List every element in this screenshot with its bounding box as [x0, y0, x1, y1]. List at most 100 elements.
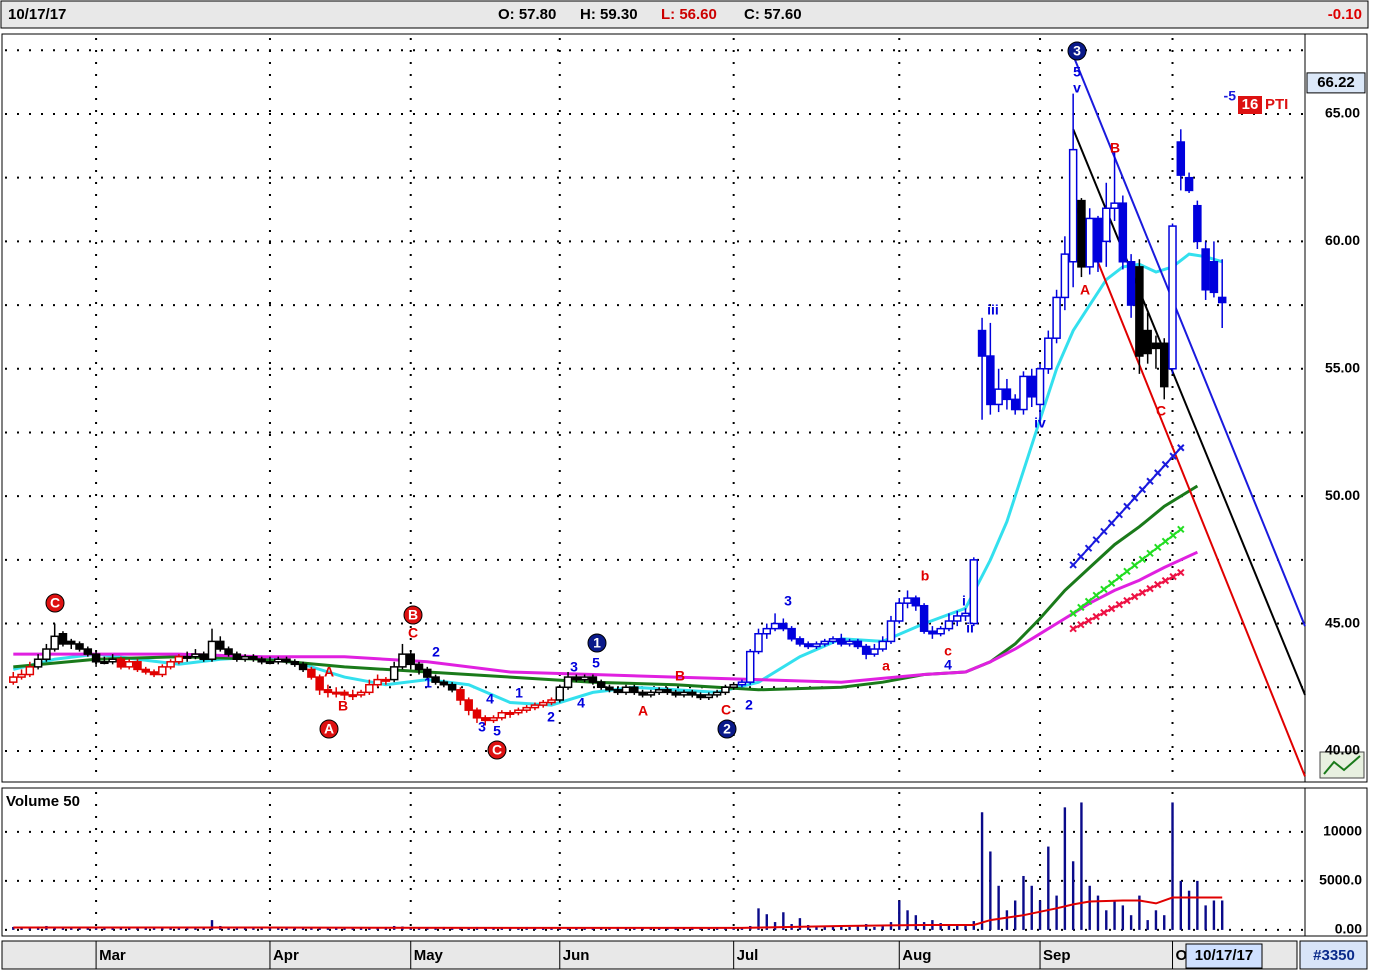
candle-body — [671, 691, 680, 696]
projection-cross — [1115, 573, 1123, 582]
candle-body — [779, 622, 788, 630]
candle-body — [464, 699, 473, 711]
x-tick-label: Jul — [737, 947, 759, 964]
projection-cross — [1146, 549, 1154, 558]
candle-body — [216, 640, 225, 650]
projection-cross — [1130, 494, 1139, 502]
candle-body — [936, 627, 945, 635]
volume-bar — [898, 900, 901, 930]
candle-body — [1035, 368, 1045, 406]
x-tick-label: Aug — [902, 947, 931, 964]
projection-cross — [1084, 597, 1093, 606]
candle-body — [944, 620, 954, 630]
wave-label: ii — [966, 620, 974, 636]
wave-label: b — [921, 568, 930, 584]
wave-label: 4 — [486, 691, 494, 707]
date-box — [1185, 943, 1263, 969]
volume-bar — [103, 927, 106, 930]
candle-body — [158, 666, 167, 676]
projection-cross — [1161, 576, 1170, 585]
candle-body — [861, 645, 871, 655]
volume-bar — [1088, 885, 1091, 930]
candle-body — [1077, 199, 1086, 268]
candle-body — [712, 691, 722, 696]
candle-body — [547, 699, 556, 704]
candle-body — [729, 683, 738, 689]
trend-line — [1072, 128, 1306, 696]
projection-cross — [1069, 561, 1077, 569]
candle-body — [83, 648, 93, 655]
count-box — [1299, 940, 1368, 970]
volume-bar — [1005, 910, 1009, 930]
volume-bar — [906, 910, 909, 930]
y-tick-label: 55.00 — [1325, 359, 1360, 375]
projection-cross — [1123, 567, 1131, 576]
candle-body — [762, 627, 772, 635]
projection-cross — [1138, 555, 1147, 564]
candle-body — [572, 676, 581, 681]
volume-bar — [277, 927, 280, 930]
projection-cross — [1100, 527, 1108, 536]
volume-bar — [1022, 875, 1025, 930]
candle-body — [679, 691, 689, 696]
wave-label: A — [638, 703, 648, 719]
wave-label: 4 — [577, 695, 585, 711]
volume-bar — [757, 908, 760, 930]
x-tick-label: O — [1176, 947, 1188, 964]
date-bar — [1, 940, 1298, 970]
candle-body — [563, 676, 573, 689]
x-tick-label: Sep — [1043, 947, 1071, 964]
wave-label: 5 — [1073, 64, 1081, 80]
candle-body — [100, 661, 109, 665]
volume-bar — [210, 920, 214, 930]
y-tick-label: 45.00 — [1325, 614, 1360, 630]
volume-bar — [94, 927, 98, 930]
volume-bar — [964, 924, 967, 930]
candle-body — [837, 638, 846, 645]
volume-bar — [881, 925, 884, 930]
icon-frame — [1319, 751, 1365, 779]
candle-body — [688, 691, 697, 696]
wave-label: C — [492, 742, 502, 758]
candle-body — [33, 658, 43, 668]
candle-body — [522, 706, 531, 711]
candle-body — [199, 653, 208, 660]
candle-body — [232, 653, 242, 660]
candle-body — [505, 711, 515, 715]
volume-bar — [1105, 910, 1108, 930]
candle-body — [745, 650, 755, 683]
volume-bar — [368, 927, 371, 930]
volume-bar — [1212, 900, 1216, 930]
candle-body — [282, 658, 291, 663]
volume-bar — [268, 927, 272, 930]
volume-bar — [765, 914, 768, 930]
volume-bar — [343, 927, 346, 930]
footer-date: 10/17/17 — [1195, 947, 1253, 964]
projection-cross — [1077, 552, 1085, 561]
candle-body — [373, 678, 382, 686]
candle-body — [605, 686, 614, 691]
candle-body — [886, 620, 896, 643]
projection-cross — [1123, 502, 1131, 511]
candle-body — [770, 622, 780, 630]
wave-label: 1 — [515, 685, 523, 701]
chart-icon[interactable] — [1319, 751, 1365, 779]
candle-body — [307, 668, 316, 678]
candle-body — [530, 704, 540, 709]
wave-label: A — [324, 664, 334, 680]
volume-bar — [301, 927, 305, 930]
projection-cross — [1084, 544, 1093, 552]
candle-body — [166, 661, 175, 668]
candle-body — [398, 653, 407, 668]
candle-body — [919, 604, 929, 632]
volume-bar — [939, 923, 942, 930]
candle-body — [1159, 342, 1169, 388]
candle-body — [696, 694, 705, 699]
candle-body — [952, 615, 962, 622]
volume-bar — [956, 925, 959, 930]
candle-body — [447, 683, 457, 691]
wave-label: C — [50, 595, 60, 611]
candle-body — [58, 633, 68, 645]
candle-body — [240, 655, 250, 660]
